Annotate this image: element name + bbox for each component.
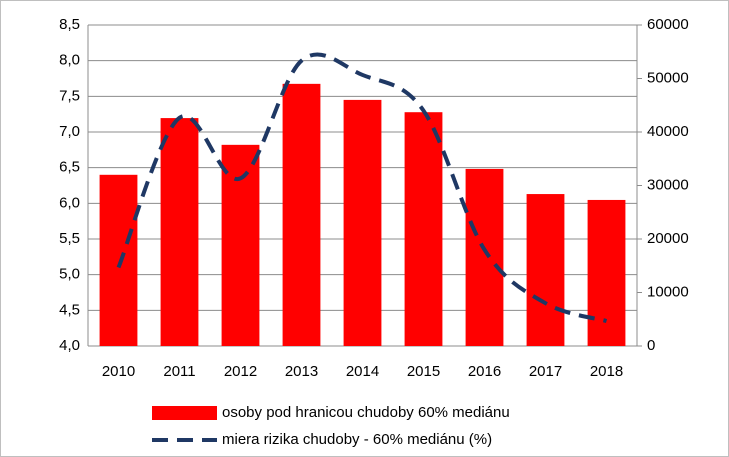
bar <box>465 168 504 346</box>
legend-label: miera rizika chudoby - 60% mediánu (%) <box>222 431 492 448</box>
legend-label: osoby pod hranicou chudoby 60% mediánu <box>222 404 510 421</box>
x-tick-label: 2012 <box>224 363 257 380</box>
x-tick-label: 2011 <box>163 363 195 380</box>
y-tick-label: 4,0 <box>59 337 80 354</box>
y-tick-label: 6,5 <box>59 159 80 176</box>
y2-tick-label: 20000 <box>647 230 689 247</box>
y2-tick-label: 40000 <box>647 123 689 140</box>
bar <box>404 112 443 346</box>
y-tick-label: 5,5 <box>59 230 80 247</box>
y-tick-label: 4,5 <box>59 301 80 318</box>
x-tick-label: 2015 <box>407 363 440 380</box>
y-tick-label: 8,0 <box>59 52 80 69</box>
bar <box>587 199 626 346</box>
y-tick-label: 6,0 <box>59 194 80 211</box>
x-tick-label: 2013 <box>285 363 318 380</box>
x-tick-label: 2017 <box>529 363 562 380</box>
x-tick-label: 2018 <box>590 363 623 380</box>
y-tick-label: 7,0 <box>59 123 80 140</box>
legend-swatch <box>152 406 217 420</box>
bar <box>526 194 565 346</box>
x-tick-label: 2010 <box>102 363 135 380</box>
x-tick-label: 2014 <box>346 363 379 380</box>
y-tick-label: 8,5 <box>59 16 80 33</box>
y2-tick-label: 10000 <box>647 283 689 300</box>
y-tick-label: 5,0 <box>59 266 80 283</box>
bar <box>99 174 138 346</box>
x-tick-label: 2016 <box>468 363 501 380</box>
y-tick-label: 7,5 <box>59 87 80 104</box>
bar <box>160 118 199 346</box>
bar <box>343 99 382 347</box>
bar <box>221 144 260 346</box>
y2-tick-label: 30000 <box>647 176 689 193</box>
y2-tick-label: 50000 <box>647 69 689 86</box>
y2-tick-label: 0 <box>647 337 655 354</box>
bar <box>282 83 321 346</box>
y2-tick-label: 60000 <box>647 16 689 33</box>
line <box>116 52 608 323</box>
